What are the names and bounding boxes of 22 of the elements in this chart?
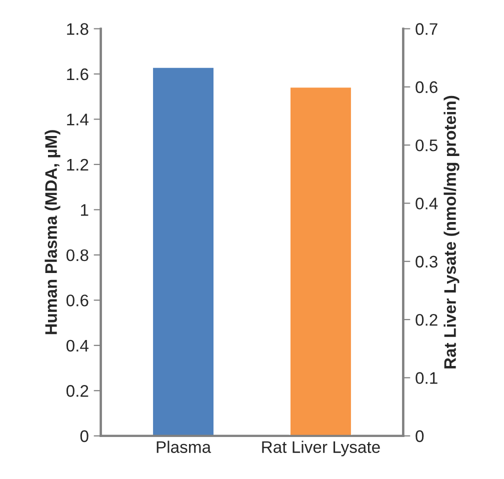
y-tick-label: 1 (80, 204, 88, 216)
y2-axis-title: Rat Liver Lysate (nmol/mg protein) (444, 96, 460, 368)
y2-tick-label: 0.7 (416, 23, 438, 35)
y-axis-title: Human Plasma (MDA, µM) (44, 130, 60, 334)
y2-tick-label: 0.6 (416, 81, 438, 94)
y2-tick-label: 0.4 (416, 198, 438, 210)
y-tick-label: 0.2 (66, 385, 88, 397)
y-tick-label: 1.8 (67, 23, 88, 35)
y-tick-label: 0 (80, 430, 88, 442)
y-tick-label: 0.4 (66, 340, 89, 352)
y-tick-label: 1.6 (67, 68, 88, 80)
y2-tick-label: 0.5 (416, 139, 438, 152)
y2-tick-label: 0.3 (416, 256, 438, 268)
y-tick-label: 1.2 (67, 158, 88, 170)
y-tick-label: 1.4 (67, 114, 89, 126)
x-tick-label: Plasma (156, 440, 212, 453)
y2-tick-label: 0.2 (416, 314, 438, 326)
x-tick-label: Rat Liver Lysate (262, 440, 380, 456)
y2-tick-label: 0 (416, 430, 424, 442)
y2-tick-label: 0.1 (416, 372, 438, 384)
y-tick-label: 0.8 (66, 249, 88, 262)
y-tick-label: 0.6 (66, 294, 88, 306)
